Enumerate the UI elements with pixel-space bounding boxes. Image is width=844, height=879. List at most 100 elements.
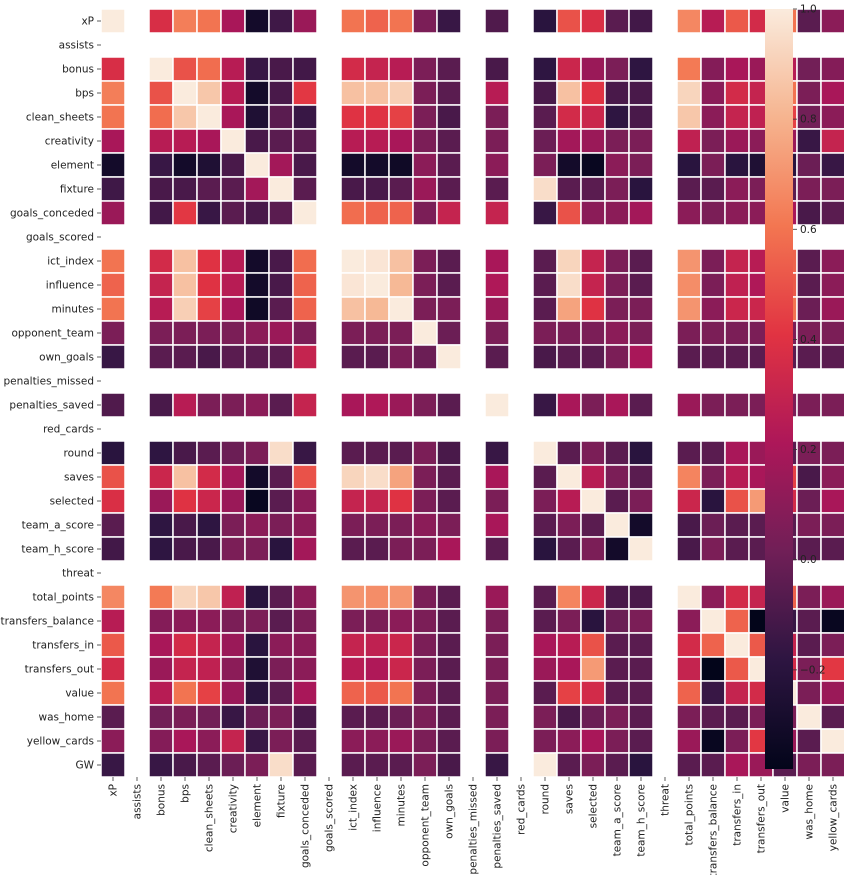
heatmap-cell-team_a_score-team_h_score (629, 513, 653, 537)
heatmap-cell-yellow_cards-saves (557, 729, 581, 753)
heatmap-cell-yellow_cards-own_goals (437, 729, 461, 753)
heatmap-cell-yellow_cards-goals_conceded (293, 729, 317, 753)
heatmap-cell-saves-penalties_saved (485, 465, 509, 489)
heatmap-cell-bps-element (245, 81, 269, 105)
heatmap-cell-bps-fixture (269, 81, 293, 105)
heatmap-cell-minutes-influence (365, 297, 389, 321)
heatmap-cell-transfers_balance-influence (365, 609, 389, 633)
heatmap-cell-yellow_cards-transfers_balance (701, 729, 725, 753)
heatmap-cell-transfers_out-creativity (221, 657, 245, 681)
heatmap-cell-round-transfers_balance (701, 441, 725, 465)
heatmap-cell-fixture-was_home (797, 177, 821, 201)
heatmap-cell-bps-team_a_score (605, 81, 629, 105)
x-tick-label: selected (588, 784, 600, 828)
heatmap-cell-own_goals-clean_sheets (197, 345, 221, 369)
heatmap-cell-ict_index-transfers_in (725, 249, 749, 273)
heatmap-cell-value-yellow_cards (821, 681, 844, 705)
heatmap-cell-bonus-minutes (389, 57, 413, 81)
heatmap-cell-goals_conceded-own_goals (437, 201, 461, 225)
heatmap-cell-team_h_score-saves (557, 537, 581, 561)
heatmap-cell-opponent_team-element (245, 321, 269, 345)
heatmap-cell-penalties_saved-round (533, 393, 557, 417)
heatmap-cell-team_a_score-ict_index (341, 513, 365, 537)
heatmap-cell-yellow_cards-round (533, 729, 557, 753)
heatmap-cell-xP-total_points (677, 9, 701, 33)
y-tick-label: was_home (38, 712, 94, 724)
heatmap-cell-fixture-element (245, 177, 269, 201)
colorbar-tick-label: 0.8 (800, 114, 817, 126)
heatmap-cell-saves-goals_conceded (293, 465, 317, 489)
heatmap-cell-own_goals-xP (101, 345, 125, 369)
heatmap-cell-fixture-total_points (677, 177, 701, 201)
heatmap-cell-value-team_a_score (605, 681, 629, 705)
heatmap-cell-xP-opponent_team (413, 9, 437, 33)
heatmap-cell-creativity-selected (581, 129, 605, 153)
heatmap-cell-goals_conceded-bps (173, 201, 197, 225)
x-tick-label: creativity (228, 784, 240, 833)
heatmap-cell-yellow_cards-was_home (797, 729, 821, 753)
heatmap-cell-influence-saves (557, 273, 581, 297)
heatmap-cell-creativity-round (533, 129, 557, 153)
heatmap-cell-fixture-opponent_team (413, 177, 437, 201)
heatmap-cell-transfers_balance-team_a_score (605, 609, 629, 633)
heatmap-cell-team_h_score-yellow_cards (821, 537, 844, 561)
heatmap-cell-transfers_in-selected (581, 633, 605, 657)
heatmap-cell-opponent_team-round (533, 321, 557, 345)
heatmap-cell-value-opponent_team (413, 681, 437, 705)
heatmap-cell-yellow_cards-bonus (149, 729, 173, 753)
heatmap-cell-own_goals-total_points (677, 345, 701, 369)
heatmap-cell-bps-transfers_balance (701, 81, 725, 105)
heatmap-cell-influence-penalties_saved (485, 273, 509, 297)
heatmap-cell-GW-bonus (149, 753, 173, 777)
heatmap-cell-creativity-total_points (677, 129, 701, 153)
heatmap-cell-transfers_in-opponent_team (413, 633, 437, 657)
heatmap-cell-transfers_balance-team_h_score (629, 609, 653, 633)
heatmap-cell-round-total_points (677, 441, 701, 465)
heatmap-cell-team_h_score-minutes (389, 537, 413, 561)
heatmap-cell-was_home-team_h_score (629, 705, 653, 729)
heatmap-cell-clean_sheets-penalties_saved (485, 105, 509, 129)
y-tick-label: transfers_balance (0, 616, 94, 628)
heatmap-cell-total_points-bonus (149, 585, 173, 609)
heatmap-cell-xP-element (245, 9, 269, 33)
heatmap-cell-fixture-goals_conceded (293, 177, 317, 201)
heatmap-cell-saves-team_h_score (629, 465, 653, 489)
heatmap-cell-own_goals-team_h_score (629, 345, 653, 369)
heatmap-cell-clean_sheets-element (245, 105, 269, 129)
y-tick-label: goals_scored (26, 232, 94, 244)
heatmap-cell-penalties_saved-saves (557, 393, 581, 417)
heatmap-cell-minutes-minutes (389, 297, 413, 321)
heatmap-cell-influence-team_a_score (605, 273, 629, 297)
heatmap-cell-round-element (245, 441, 269, 465)
heatmap-cell-GW-transfers_in (725, 753, 749, 777)
x-tick-label: goals_conceded (300, 784, 312, 868)
heatmap-cell-GW-round (533, 753, 557, 777)
heatmap-cell-goals_conceded-selected (581, 201, 605, 225)
heatmap-cell-round-clean_sheets (197, 441, 221, 465)
heatmap-cell-saves-total_points (677, 465, 701, 489)
heatmap-cell-transfers_balance-transfers_in (725, 609, 749, 633)
colorbar-tick-label: 1.0 (800, 4, 817, 16)
heatmap-cell-yellow_cards-opponent_team (413, 729, 437, 753)
heatmap-cell-total_points-was_home (797, 585, 821, 609)
heatmap-cell-transfers_out-own_goals (437, 657, 461, 681)
heatmap-cell-team_h_score-round (533, 537, 557, 561)
heatmap-cell-selected-creativity (221, 489, 245, 513)
heatmap-cell-creativity-xP (101, 129, 125, 153)
heatmap-cell-ict_index-bps (173, 249, 197, 273)
heatmap-cell-minutes-transfers_in (725, 297, 749, 321)
heatmap-cell-was_home-was_home (797, 705, 821, 729)
heatmap-cell-selected-team_h_score (629, 489, 653, 513)
y-tick-label: team_a_score (22, 520, 94, 532)
heatmap-cell-minutes-team_h_score (629, 297, 653, 321)
heatmap-cell-transfers_balance-round (533, 609, 557, 633)
heatmap-cell-minutes-penalties_saved (485, 297, 509, 321)
heatmap-cell-total_points-clean_sheets (197, 585, 221, 609)
heatmap-cell-xP-saves (557, 9, 581, 33)
heatmap-cell-saves-transfers_in (725, 465, 749, 489)
heatmap-cell-fixture-team_a_score (605, 177, 629, 201)
heatmap-cell-penalties_saved-transfers_balance (701, 393, 725, 417)
heatmap-cell-goals_conceded-team_a_score (605, 201, 629, 225)
heatmap-cell-opponent_team-opponent_team (413, 321, 437, 345)
x-tick-label: penalties_missed (468, 784, 480, 875)
